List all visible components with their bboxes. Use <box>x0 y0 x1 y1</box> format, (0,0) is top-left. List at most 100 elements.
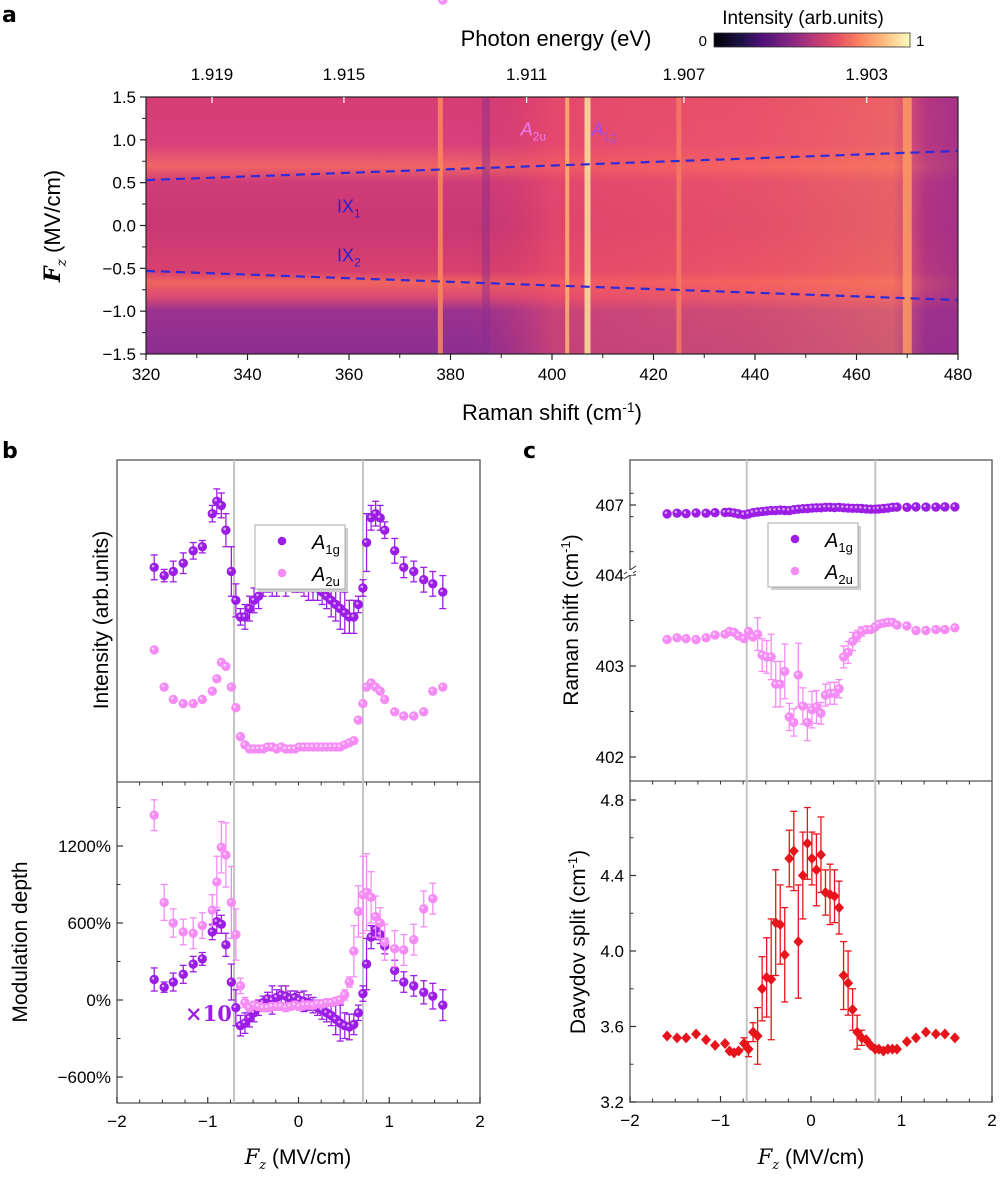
data-point-highlight <box>782 507 785 511</box>
data-point-highlight <box>841 505 844 508</box>
data-point <box>940 502 950 512</box>
data-point <box>353 1008 364 1018</box>
data-point-highlight <box>310 744 314 748</box>
panel-label-b: b <box>2 439 18 464</box>
data-point <box>188 698 198 709</box>
data-point-highlight <box>324 1000 327 1003</box>
legend-box <box>254 524 346 590</box>
data-point <box>380 525 390 535</box>
data-point <box>752 629 763 639</box>
data-point-highlight <box>722 509 726 513</box>
data-point-highlight <box>712 510 716 513</box>
data-point-highlight <box>364 889 367 893</box>
x-tick-label: −1 <box>711 1111 730 1130</box>
data-point-highlight <box>346 1024 350 1028</box>
data-point-highlight <box>813 704 817 708</box>
data-point <box>399 945 409 955</box>
series-a2u <box>662 617 960 742</box>
data-point-highlight <box>278 1003 282 1007</box>
data-point-highlight <box>223 852 226 856</box>
data-point-highlight <box>283 1005 286 1008</box>
data-point-highlight <box>355 908 359 912</box>
dim-line <box>482 97 491 354</box>
data-point-highlight <box>328 597 332 601</box>
data-point-highlight <box>868 506 871 510</box>
data-point <box>931 502 941 512</box>
data-point-highlight <box>337 997 341 1001</box>
data-point <box>793 670 804 680</box>
data-point-highlight <box>360 991 364 994</box>
data-point-highlight <box>214 498 217 502</box>
data-point <box>231 929 241 940</box>
data-point-highlight <box>274 1003 277 1007</box>
data-point <box>739 634 749 644</box>
x-tick-label: 1 <box>385 1112 394 1131</box>
data-point <box>784 853 795 865</box>
data-point-highlight <box>251 597 255 601</box>
data-point-highlight <box>850 638 853 642</box>
data-point-highlight <box>342 742 345 745</box>
data-point-highlight <box>246 606 250 609</box>
data-point-highlight <box>360 701 364 704</box>
data-point <box>838 970 849 982</box>
data-point <box>344 977 355 987</box>
data-point-highlight <box>913 504 917 507</box>
data-point-highlight <box>351 1021 354 1025</box>
data-point <box>419 987 429 998</box>
data-point-highlight <box>301 1002 305 1006</box>
y-axis-label-davydov: Davydov split (cm-1) <box>565 850 590 1034</box>
data-point <box>168 977 178 987</box>
data-point <box>720 1037 731 1049</box>
data-point-highlight <box>180 929 184 933</box>
data-point-highlight <box>693 510 697 514</box>
data-point <box>931 624 941 635</box>
data-point <box>662 634 672 645</box>
data-point <box>380 694 390 705</box>
data-point-highlight <box>242 742 246 745</box>
data-point-highlight <box>333 1016 336 1020</box>
y-tick-label: 404 <box>596 566 624 585</box>
legend-box <box>767 522 859 588</box>
colorbar-max: 1 <box>916 33 924 50</box>
top-tick-label: 1.911 <box>506 65 547 84</box>
data-point <box>188 546 198 556</box>
data-point <box>910 1032 921 1044</box>
data-point-highlight <box>233 597 236 601</box>
data-point-highlight <box>809 505 813 509</box>
data-point <box>811 864 822 876</box>
data-point <box>409 711 419 721</box>
data-point-highlight <box>269 744 273 748</box>
x-tick-label: 480 <box>944 365 972 384</box>
data-point-highlight <box>324 1010 327 1013</box>
data-point-highlight <box>223 942 226 945</box>
data-point-highlight <box>411 568 414 572</box>
data-point <box>921 625 931 636</box>
data-point <box>353 715 364 725</box>
data-point-highlight <box>256 746 259 750</box>
data-point-highlight <box>228 568 232 572</box>
data-point-highlight <box>430 993 433 997</box>
series-a2u <box>149 645 448 754</box>
data-point <box>816 708 826 719</box>
data-point <box>662 1030 673 1042</box>
data-point <box>428 991 438 1001</box>
top-tick-label: 1.907 <box>663 65 706 84</box>
data-point <box>681 508 691 519</box>
data-point <box>834 902 845 914</box>
phonon-line <box>437 97 443 354</box>
data-point-highlight <box>411 713 414 717</box>
data-point <box>788 845 799 857</box>
data-point <box>950 502 960 512</box>
data-point-highlight <box>683 511 687 514</box>
data-point-highlight <box>401 947 404 951</box>
data-point <box>399 562 409 573</box>
data-point-highlight <box>368 934 372 938</box>
legend-entry-1g: A1g <box>311 532 340 557</box>
data-point <box>197 694 208 705</box>
data-point-highlight <box>868 627 871 630</box>
data-point-highlight <box>885 619 889 623</box>
data-point <box>235 981 246 991</box>
data-point-highlight <box>827 690 831 694</box>
data-point-highlight <box>315 744 318 748</box>
data-point-highlight <box>741 636 745 639</box>
